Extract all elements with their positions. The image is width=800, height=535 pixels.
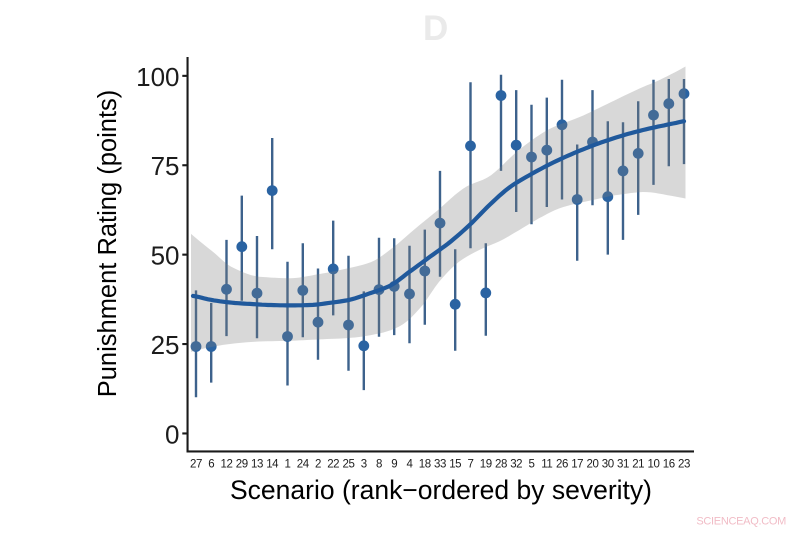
svg-text:22: 22 <box>327 459 339 471</box>
svg-text:32: 32 <box>510 459 522 471</box>
svg-text:24: 24 <box>297 459 310 471</box>
svg-text:33: 33 <box>434 459 446 471</box>
svg-text:13: 13 <box>251 459 263 471</box>
svg-text:27: 27 <box>190 459 202 471</box>
svg-text:16: 16 <box>663 459 675 471</box>
svg-text:11: 11 <box>541 459 552 471</box>
svg-text:SCIENCEAQ.COM: SCIENCEAQ.COM <box>696 516 786 528</box>
svg-text:1: 1 <box>285 459 291 471</box>
svg-text:20: 20 <box>587 459 599 471</box>
svg-text:25: 25 <box>343 459 355 471</box>
svg-text:0: 0 <box>165 419 179 449</box>
svg-text:23: 23 <box>678 459 690 471</box>
svg-text:31: 31 <box>617 459 629 471</box>
svg-text:2: 2 <box>315 459 321 471</box>
svg-text:6: 6 <box>208 459 214 471</box>
svg-text:19: 19 <box>480 459 492 471</box>
svg-text:30: 30 <box>602 459 614 471</box>
svg-text:8: 8 <box>376 459 382 471</box>
svg-text:7: 7 <box>468 459 474 471</box>
svg-text:28: 28 <box>495 459 507 471</box>
svg-text:50: 50 <box>151 241 180 271</box>
svg-text:9: 9 <box>391 459 397 471</box>
svg-text:Scenario (rank−ordered by seve: Scenario (rank−ordered by severity) <box>230 475 652 505</box>
svg-text:75: 75 <box>151 151 180 181</box>
svg-text:D: D <box>423 9 448 48</box>
svg-text:10: 10 <box>648 459 660 471</box>
svg-text:100: 100 <box>136 62 179 92</box>
svg-text:25: 25 <box>151 330 180 360</box>
svg-text:14: 14 <box>266 459 279 471</box>
svg-text:17: 17 <box>571 459 583 471</box>
svg-text:4: 4 <box>407 459 414 471</box>
svg-text:Punishment Rating (points): Punishment Rating (points) <box>94 90 122 398</box>
svg-text:3: 3 <box>361 459 367 471</box>
svg-text:18: 18 <box>419 459 431 471</box>
svg-text:21: 21 <box>632 459 644 471</box>
svg-text:29: 29 <box>236 459 248 471</box>
svg-text:5: 5 <box>529 459 535 471</box>
svg-text:26: 26 <box>556 459 568 471</box>
svg-text:15: 15 <box>449 459 461 471</box>
svg-text:12: 12 <box>221 459 233 471</box>
